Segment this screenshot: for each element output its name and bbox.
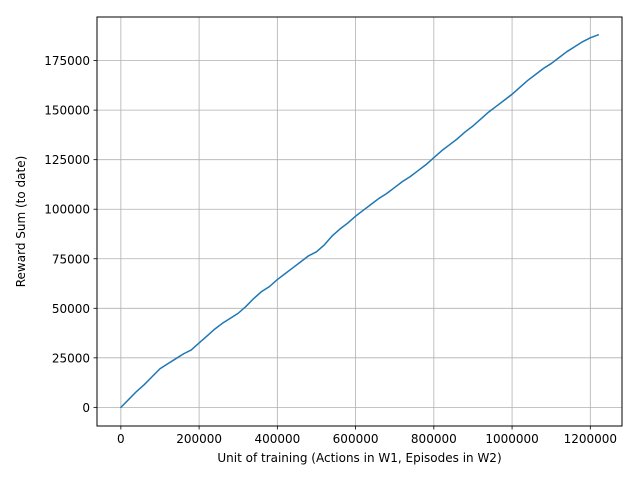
x-tick-label: 1200000: [564, 432, 617, 446]
series-layer: [119, 33, 600, 409]
x-tick-label: 200000: [176, 432, 222, 446]
y-axis-label: Reward Sum (to date): [14, 156, 28, 288]
y-axis-ticks: 0 25000 50000 75000 100000 125000 150000 175000: [44, 54, 97, 415]
x-axis-ticks: 0 200000 400000 600000 800000 1000000 1200000: [117, 426, 617, 446]
x-tick-label: 600000: [333, 432, 379, 446]
x-tick-label: 0: [117, 432, 125, 446]
y-tick-label: 150000: [44, 104, 90, 118]
x-tick-label: 800000: [411, 432, 457, 446]
y-tick-label: 175000: [44, 54, 90, 68]
y-tick-label: 125000: [44, 153, 90, 167]
plot-frame: [96, 16, 623, 427]
x-axis-label: Unit of training (Actions in W1, Episode…: [217, 451, 501, 465]
y-tick-label: 25000: [52, 351, 90, 365]
y-tick-label: 0: [82, 401, 90, 415]
y-tick-label: 50000: [52, 302, 90, 316]
series-line: [119, 33, 600, 409]
x-tick-label: 1000000: [485, 432, 538, 446]
y-tick-label: 75000: [52, 252, 90, 266]
grid: [97, 17, 622, 426]
x-tick-label: 400000: [254, 432, 300, 446]
y-tick-label: 100000: [44, 203, 90, 217]
